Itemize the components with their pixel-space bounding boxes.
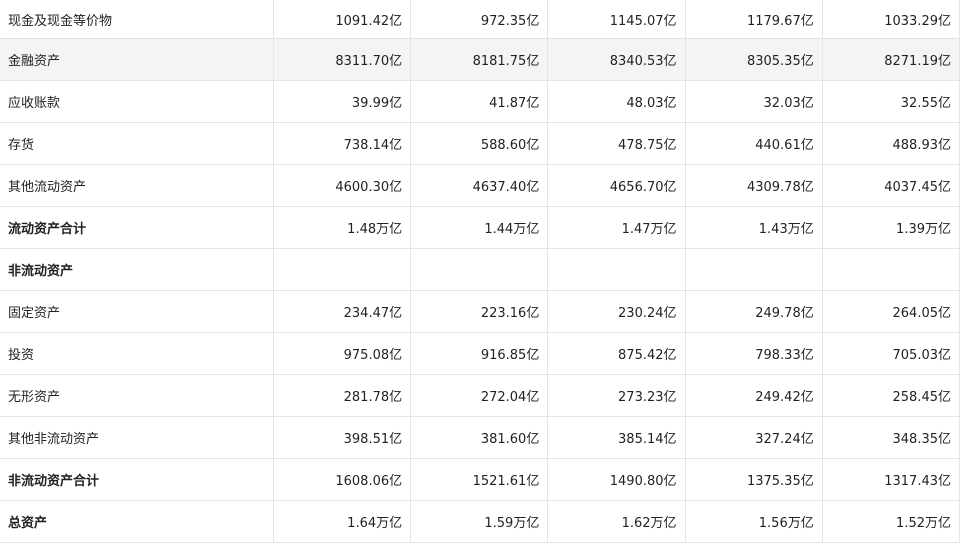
cell-value: 972.35亿 [410,0,549,39]
cell-value: 234.47亿 [273,290,412,333]
cell-value: 916.85亿 [410,332,549,375]
cell-value: 4600.30亿 [273,164,412,207]
table-row: 存货 738.14亿 588.60亿 478.75亿 440.61亿 488.9… [0,122,961,165]
table-row: 无形资产 281.78亿 272.04亿 273.23亿 249.42亿 258… [0,374,961,417]
cell-value: 8271.19亿 [822,38,961,81]
cell-value: 281.78亿 [273,374,412,417]
cell-value: 32.03亿 [685,80,823,123]
cell-value: 1.43万亿 [685,206,823,249]
cell-value [547,248,686,291]
row-label: 非流动资产 [0,248,274,291]
cell-value: 8311.70亿 [273,38,412,81]
cell-value: 230.24亿 [547,290,686,333]
cell-value: 1.62万亿 [547,500,686,543]
cell-value: 1317.43亿 [822,458,961,501]
cell-value: 1.48万亿 [273,206,412,249]
table-row: 其他非流动资产 398.51亿 381.60亿 385.14亿 327.24亿 … [0,416,961,459]
table-row: 投资 975.08亿 916.85亿 875.42亿 798.33亿 705.0… [0,332,961,375]
cell-value: 1091.42亿 [273,0,412,39]
cell-value: 39.99亿 [273,80,412,123]
cell-value: 258.45亿 [822,374,961,417]
cell-value: 705.03亿 [822,332,961,375]
cell-value: 249.42亿 [685,374,823,417]
cell-value: 327.24亿 [685,416,823,459]
cell-value: 1521.61亿 [410,458,549,501]
row-label: 其他流动资产 [0,164,274,207]
row-label: 无形资产 [0,374,274,417]
cell-value: 1.64万亿 [273,500,412,543]
subtotal-row: 流动资产合计 1.48万亿 1.44万亿 1.47万亿 1.43万亿 1.39万… [0,206,961,249]
cell-value: 975.08亿 [273,332,412,375]
subtotal-row: 非流动资产合计 1608.06亿 1521.61亿 1490.80亿 1375.… [0,458,961,501]
cell-value: 1.47万亿 [547,206,686,249]
cell-value: 8305.35亿 [685,38,823,81]
cell-value: 4637.40亿 [410,164,549,207]
cell-value: 223.16亿 [410,290,549,333]
cell-value: 4037.45亿 [822,164,961,207]
cell-value: 1608.06亿 [273,458,412,501]
cell-value: 1.39万亿 [822,206,961,249]
cell-value: 1.59万亿 [410,500,549,543]
cell-value: 381.60亿 [410,416,549,459]
row-label: 应收账款 [0,80,274,123]
cell-value: 32.55亿 [822,80,961,123]
table-row: 金融资产 8311.70亿 8181.75亿 8340.53亿 8305.35亿… [0,38,961,81]
table-row: 现金及现金等价物 1091.42亿 972.35亿 1145.07亿 1179.… [0,0,961,39]
cell-value: 1145.07亿 [547,0,686,39]
cell-value [685,248,823,291]
cell-value [273,248,412,291]
total-row: 总资产 1.64万亿 1.59万亿 1.62万亿 1.56万亿 1.52万亿 [0,500,961,543]
cell-value: 1490.80亿 [547,458,686,501]
row-label: 总资产 [0,500,274,543]
cell-value: 8340.53亿 [547,38,686,81]
row-label: 投资 [0,332,274,375]
cell-value: 4309.78亿 [685,164,823,207]
table-row: 其他流动资产 4600.30亿 4637.40亿 4656.70亿 4309.7… [0,164,961,207]
cell-value: 1033.29亿 [822,0,961,39]
cell-value: 738.14亿 [273,122,412,165]
row-label: 其他非流动资产 [0,416,274,459]
cell-value: 488.93亿 [822,122,961,165]
cell-value: 1375.35亿 [685,458,823,501]
cell-value: 8181.75亿 [410,38,549,81]
table-row: 应收账款 39.99亿 41.87亿 48.03亿 32.03亿 32.55亿 [0,80,961,123]
row-label: 非流动资产合计 [0,458,274,501]
row-label: 固定资产 [0,290,274,333]
cell-value: 398.51亿 [273,416,412,459]
cell-value: 478.75亿 [547,122,686,165]
cell-value: 385.14亿 [547,416,686,459]
cell-value: 249.78亿 [685,290,823,333]
cell-value: 1.44万亿 [410,206,549,249]
cell-value: 798.33亿 [685,332,823,375]
table-row: 固定资产 234.47亿 223.16亿 230.24亿 249.78亿 264… [0,290,961,333]
cell-value: 875.42亿 [547,332,686,375]
cell-value: 1.52万亿 [822,500,961,543]
cell-value: 264.05亿 [822,290,961,333]
cell-value: 4656.70亿 [547,164,686,207]
cell-value: 348.35亿 [822,416,961,459]
cell-value: 588.60亿 [410,122,549,165]
cell-value: 41.87亿 [410,80,549,123]
section-header-row: 非流动资产 [0,248,961,291]
row-label: 金融资产 [0,38,274,81]
cell-value: 440.61亿 [685,122,823,165]
row-label: 流动资产合计 [0,206,274,249]
cell-value [822,248,961,291]
row-label: 存货 [0,122,274,165]
cell-value [410,248,549,291]
row-label: 现金及现金等价物 [0,0,274,39]
cell-value: 1.56万亿 [685,500,823,543]
cell-value: 48.03亿 [547,80,686,123]
cell-value: 273.23亿 [547,374,686,417]
cell-value: 1179.67亿 [685,0,823,39]
cell-value: 272.04亿 [410,374,549,417]
